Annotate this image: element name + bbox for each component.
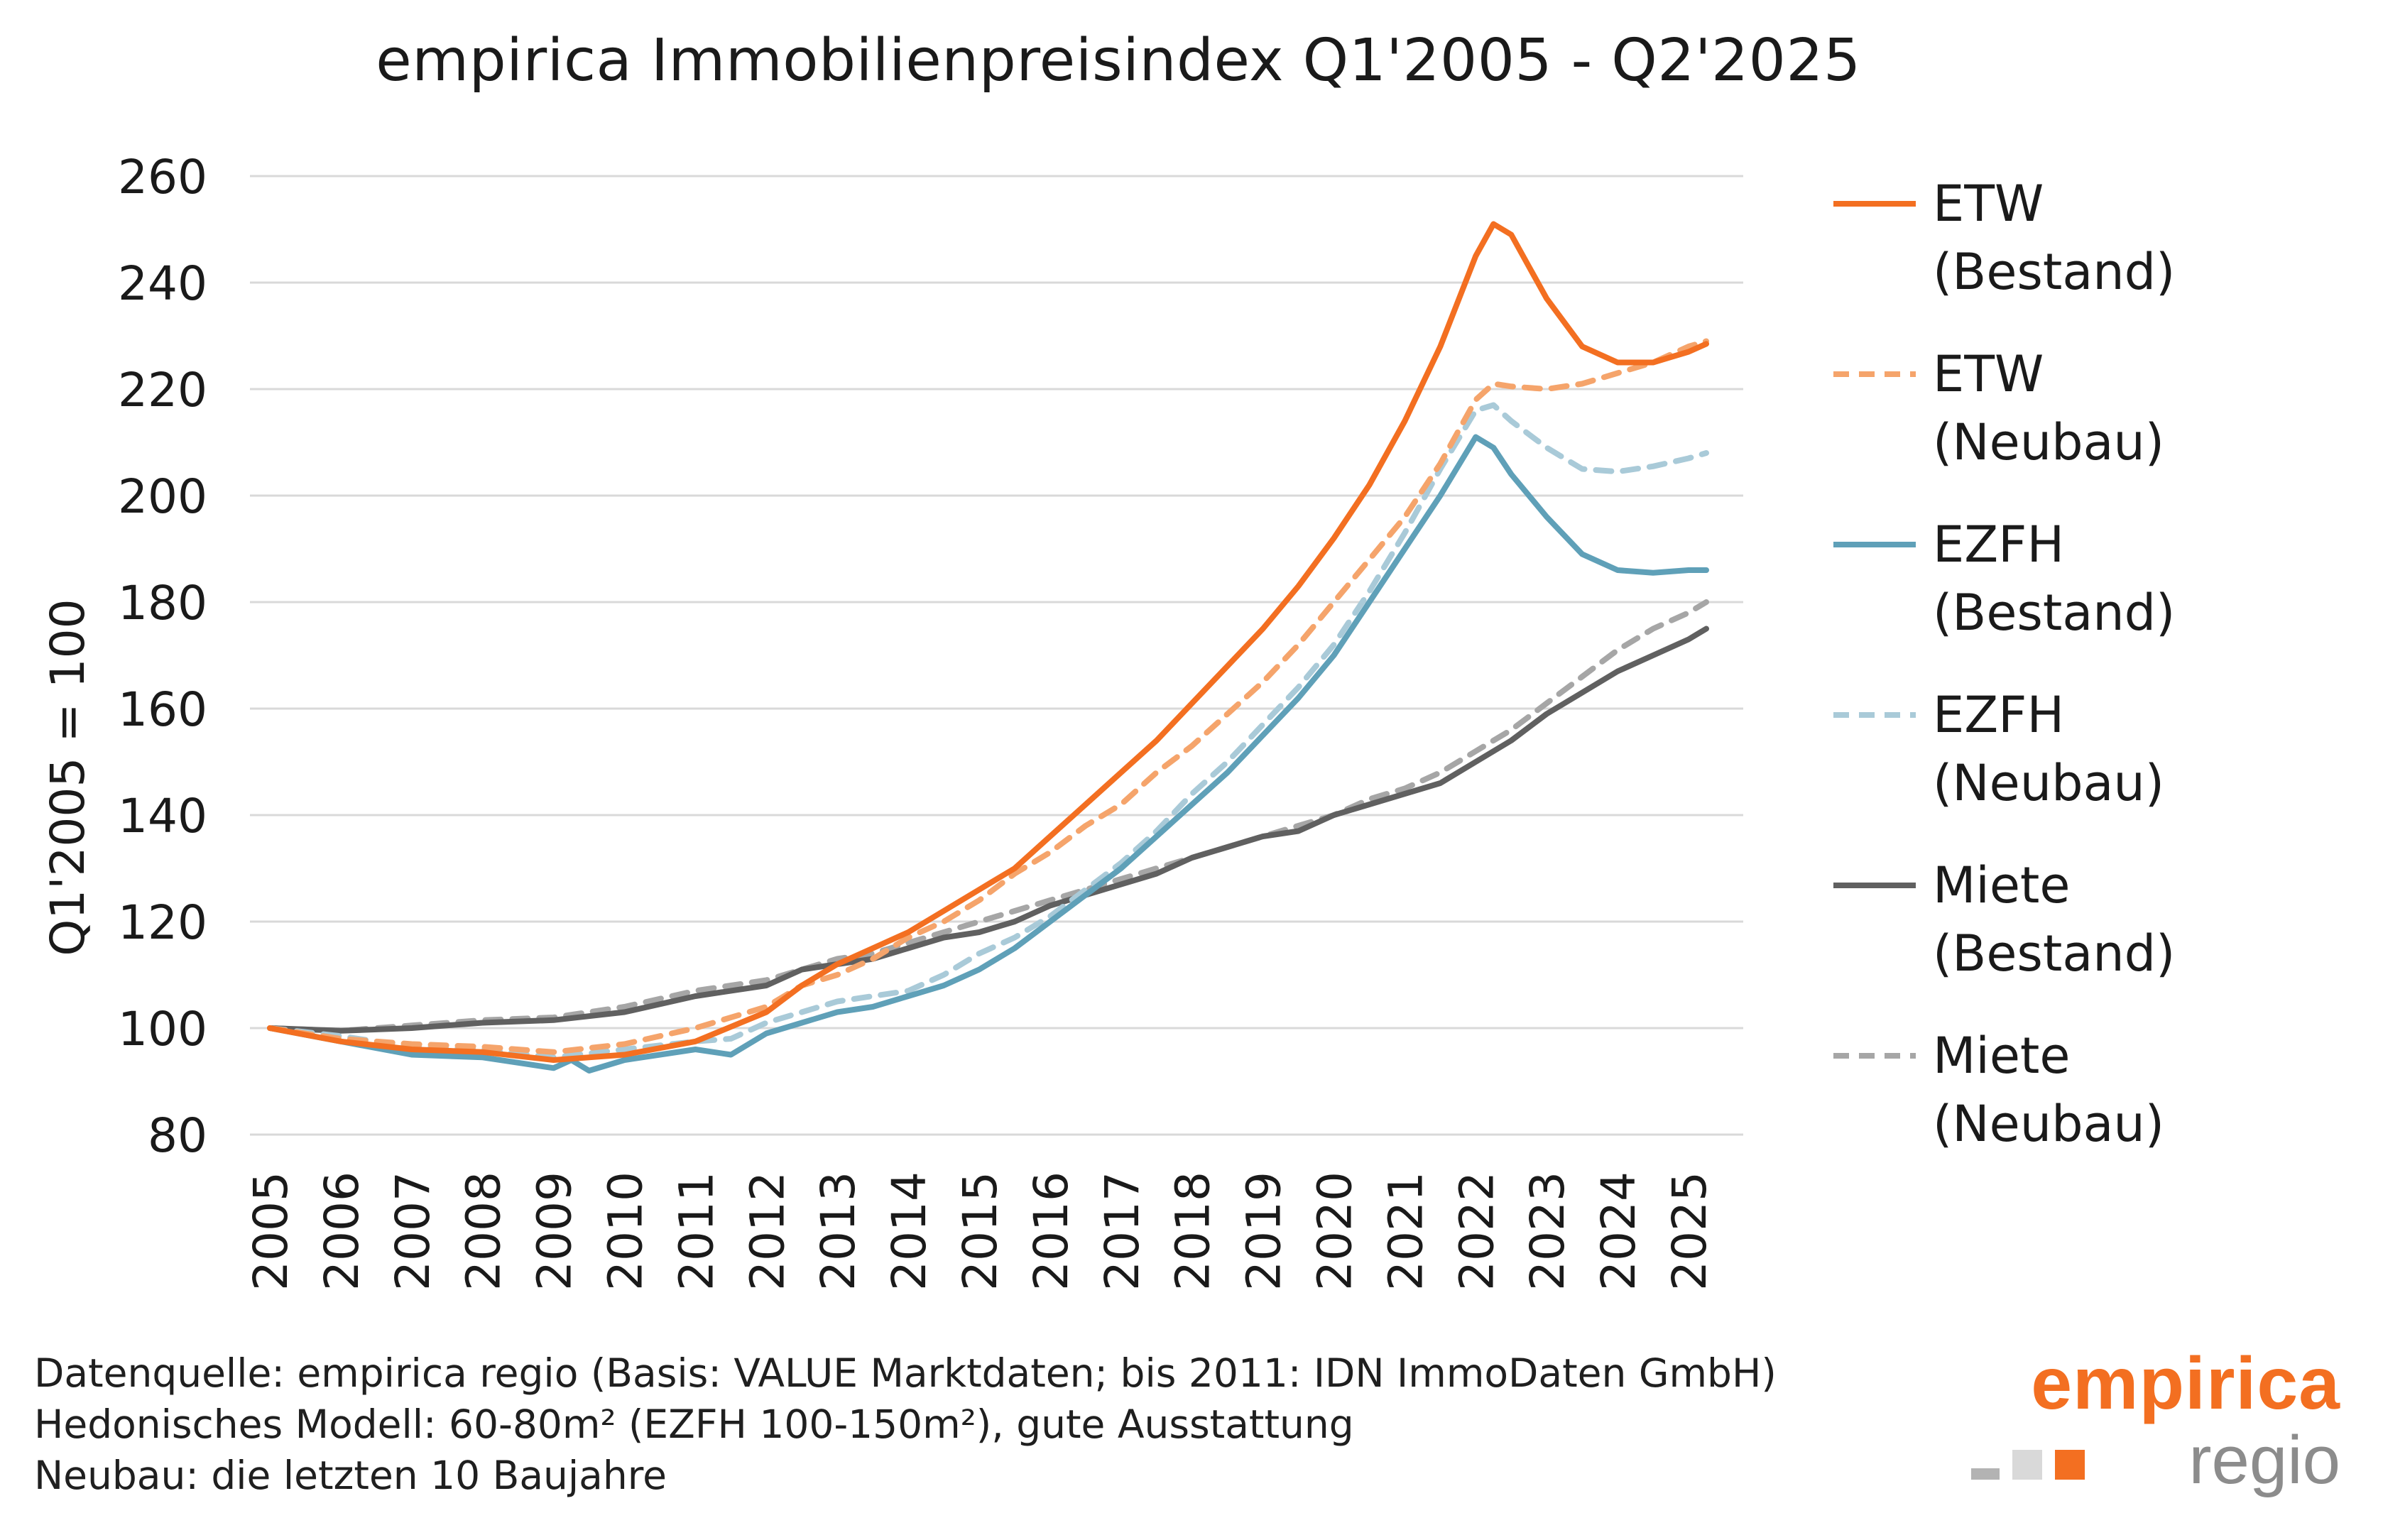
y-tick-label: 80 [148, 1108, 207, 1163]
x-tick-label: 2012 [740, 1172, 795, 1291]
x-tick-label: 2010 [599, 1172, 653, 1291]
x-tick-label: 2006 [315, 1172, 369, 1291]
legend-label: EZFH [1933, 515, 2064, 574]
legend-item: EZFH (Neubau) [1833, 686, 2164, 812]
y-tick-label: 200 [118, 469, 207, 524]
x-tick-label: 2005 [244, 1172, 298, 1291]
x-tick-label: 2011 [669, 1172, 724, 1291]
x-tick-labels: 2005 2006 2007 2008 2009 2010 2011 2012 2013 2014… [244, 1172, 1717, 1291]
legend-label: EZFH [1933, 686, 2064, 744]
legend-item: EZFH (Bestand) [1833, 515, 2175, 642]
x-tick-label: 2014 [882, 1172, 937, 1291]
legend-label: ETW [1933, 175, 2044, 233]
y-tick-label: 260 [118, 150, 207, 204]
legend-item: Miete (Bestand) [1833, 856, 2175, 983]
y-tick-label: 140 [118, 789, 207, 843]
x-tick-label: 2009 [528, 1172, 582, 1291]
series-line-miete-bestand [267, 626, 1709, 1034]
y-tick-label: 100 [118, 1002, 207, 1056]
series-line-etw-neubau [267, 338, 1709, 1055]
legend-label: (Bestand) [1933, 924, 2175, 983]
series-line-ezfh-bestand [267, 434, 1709, 1074]
x-tick-label: 2023 [1520, 1172, 1575, 1291]
legend: ETW(Bestand)ETW(Neubau)EZFH(Bestand)EZFH… [1833, 175, 2175, 1153]
series-lines [267, 221, 1709, 1074]
x-tick-label: 2015 [953, 1172, 1008, 1291]
y-tick-label: 180 [118, 576, 207, 630]
logo-square-2 [2012, 1450, 2042, 1480]
logo-square-1 [1971, 1468, 2000, 1480]
legend-item: ETW (Bestand) [1833, 175, 2175, 301]
footnote-model: Hedonisches Modell: 60-80m² (EZFH 100-15… [34, 1402, 1354, 1447]
series-line-miete-neubau [267, 599, 1709, 1034]
x-tick-label: 2016 [1024, 1172, 1079, 1291]
x-tick-label: 2017 [1095, 1172, 1150, 1291]
chart-title: empirica Immobilienpreisindex Q1'2005 - … [376, 27, 1861, 94]
grid-lines [250, 175, 1743, 1136]
x-tick-label: 2019 [1237, 1172, 1292, 1291]
legend-item: ETW (Neubau) [1833, 345, 2164, 471]
x-tick-label: 2025 [1662, 1172, 1717, 1291]
legend-label: (Bestand) [1933, 243, 2175, 301]
x-tick-label: 2013 [811, 1172, 866, 1291]
legend-item: Miete (Neubau) [1833, 1027, 2164, 1153]
footnotes: Datenquelle: empirica regio (Basis: VALU… [34, 1348, 1777, 1501]
x-tick-label: 2021 [1378, 1172, 1433, 1291]
legend-label: Miete [1933, 856, 2070, 914]
y-tick-label: 160 [118, 682, 207, 737]
logo-square-3 [2055, 1450, 2085, 1480]
x-tick-label: 2024 [1591, 1172, 1646, 1291]
legend-label: (Neubau) [1933, 754, 2164, 812]
legend-label: (Bestand) [1933, 584, 2175, 642]
series-line-etw-bestand [267, 221, 1709, 1063]
logo-wordmark: empirica [2031, 1343, 2340, 1425]
x-tick-label: 2018 [1166, 1172, 1221, 1291]
footnote-neubau: Neubau: die letzten 10 Baujahre [34, 1453, 667, 1498]
logo-subword: regio [2188, 1422, 2340, 1498]
y-tick-labels: 80 100 120 140 160 180 200 220 240 260 [118, 150, 207, 1163]
empirica-regio-logo: empirica regio [1971, 1342, 2340, 1505]
y-tick-label: 240 [118, 256, 207, 311]
legend-label: (Neubau) [1933, 413, 2164, 471]
series-line-ezfh-neubau [267, 402, 1709, 1061]
legend-label: ETW [1933, 345, 2044, 403]
y-tick-label: 220 [118, 363, 207, 417]
x-tick-label: 2022 [1449, 1172, 1504, 1291]
legend-label: Miete [1933, 1027, 2070, 1085]
x-tick-label: 2020 [1308, 1172, 1363, 1291]
y-tick-label: 120 [118, 895, 207, 950]
footnote-source: Datenquelle: empirica regio (Basis: VALU… [34, 1350, 1777, 1396]
x-tick-label: 2007 [386, 1172, 440, 1291]
legend-label: (Neubau) [1933, 1095, 2164, 1153]
x-tick-label: 2008 [457, 1172, 511, 1291]
y-axis-label: Q1'2005 = 100 [40, 599, 95, 956]
